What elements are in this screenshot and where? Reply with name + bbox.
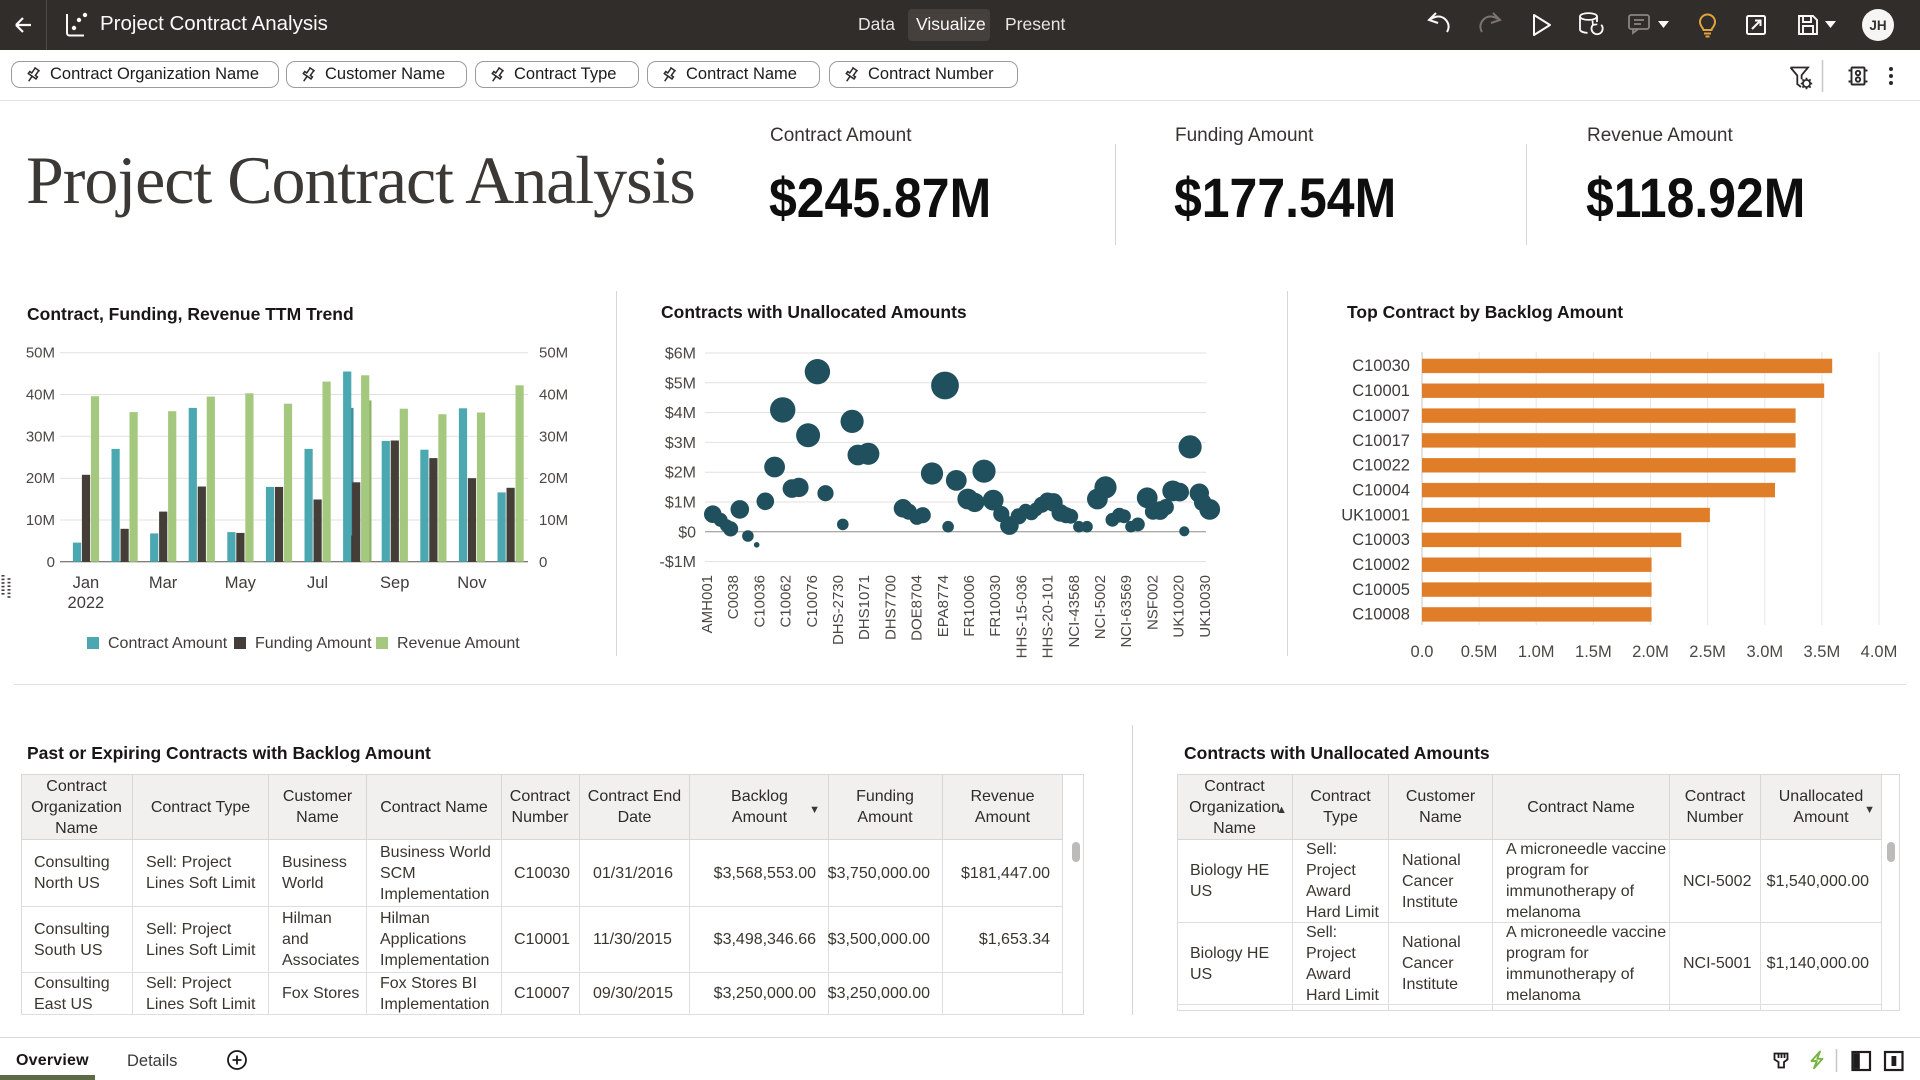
- svg-text:C10062: C10062: [778, 575, 795, 628]
- svg-text:0: 0: [539, 554, 547, 571]
- svg-text:UK10001: UK10001: [1341, 506, 1410, 524]
- svg-text:10M: 10M: [539, 512, 568, 529]
- svg-text:Jan: Jan: [73, 574, 100, 592]
- svg-text:EPA8774: EPA8774: [935, 575, 952, 637]
- svg-text:NCI-5002: NCI-5002: [1092, 575, 1109, 639]
- svg-text:UK10020: UK10020: [1171, 575, 1188, 638]
- svg-text:C10005: C10005: [1352, 581, 1410, 599]
- svg-text:HHS-20-101: HHS-20-101: [1040, 575, 1057, 658]
- svg-text:Mar: Mar: [149, 574, 178, 592]
- svg-text:Funding Amount: Funding Amount: [255, 635, 372, 652]
- svg-text:C10002: C10002: [1352, 556, 1410, 574]
- svg-text:50M: 50M: [26, 345, 55, 362]
- svg-text:C10036: C10036: [751, 575, 768, 628]
- svg-text:C10022: C10022: [1352, 457, 1410, 475]
- svg-text:20M: 20M: [26, 470, 55, 487]
- svg-text:C10008: C10008: [1352, 606, 1410, 624]
- svg-text:0.5M: 0.5M: [1461, 643, 1498, 661]
- svg-text:C10003: C10003: [1352, 531, 1410, 549]
- svg-text:FR10006: FR10006: [961, 575, 978, 637]
- svg-text:-$1M: -$1M: [660, 554, 696, 571]
- svg-text:DHS-2730: DHS-2730: [830, 575, 847, 645]
- svg-text:$6M: $6M: [665, 346, 696, 363]
- svg-text:DHS7700: DHS7700: [882, 575, 899, 640]
- svg-text:$4M: $4M: [665, 405, 696, 422]
- svg-text:C0038: C0038: [725, 575, 742, 619]
- svg-text:DOE8704: DOE8704: [909, 575, 926, 641]
- svg-text:2022: 2022: [68, 594, 105, 612]
- svg-text:$5M: $5M: [665, 375, 696, 392]
- svg-text:C10076: C10076: [804, 575, 821, 628]
- svg-text:3.0M: 3.0M: [1746, 643, 1783, 661]
- svg-text:C10007: C10007: [1352, 407, 1410, 425]
- svg-text:40M: 40M: [539, 387, 568, 404]
- svg-text:$0: $0: [678, 524, 696, 541]
- svg-text:Revenue Amount: Revenue Amount: [397, 635, 520, 652]
- svg-text:UK10030: UK10030: [1197, 575, 1214, 638]
- svg-text:C10004: C10004: [1352, 481, 1410, 499]
- svg-text:$1M: $1M: [665, 495, 696, 512]
- svg-text:NCI-63569: NCI-63569: [1118, 575, 1135, 648]
- svg-text:Contract Amount: Contract Amount: [108, 635, 228, 652]
- svg-text:3.5M: 3.5M: [1804, 643, 1841, 661]
- svg-text:4.0M: 4.0M: [1861, 643, 1898, 661]
- svg-text:30M: 30M: [26, 428, 55, 445]
- svg-text:AMH001: AMH001: [699, 575, 716, 633]
- svg-text:Nov: Nov: [457, 574, 487, 592]
- svg-text:FR10030: FR10030: [987, 575, 1004, 637]
- svg-text:30M: 30M: [539, 428, 568, 445]
- svg-text:C10030: C10030: [1352, 357, 1410, 375]
- svg-text:2.0M: 2.0M: [1632, 643, 1669, 661]
- svg-text:0: 0: [47, 554, 55, 571]
- svg-text:40M: 40M: [26, 387, 55, 404]
- svg-text:Jul: Jul: [307, 574, 328, 592]
- svg-text:1.0M: 1.0M: [1518, 643, 1555, 661]
- svg-text:May: May: [225, 574, 257, 592]
- svg-text:JH: JH: [1869, 18, 1886, 33]
- svg-text:NCI-43568: NCI-43568: [1066, 575, 1083, 648]
- svg-text:HHS-15-036: HHS-15-036: [1013, 575, 1030, 658]
- svg-text:C10001: C10001: [1352, 382, 1410, 400]
- svg-text:1.5M: 1.5M: [1575, 643, 1612, 661]
- svg-text:NSF002: NSF002: [1144, 575, 1161, 630]
- svg-text:DHS1071: DHS1071: [856, 575, 873, 640]
- svg-text:C10017: C10017: [1352, 432, 1410, 450]
- svg-text:$2M: $2M: [665, 465, 696, 482]
- svg-text:$3M: $3M: [665, 435, 696, 452]
- svg-text:50M: 50M: [539, 345, 568, 362]
- svg-text:2.5M: 2.5M: [1689, 643, 1726, 661]
- svg-text:Sep: Sep: [380, 574, 409, 592]
- svg-text:10M: 10M: [26, 512, 55, 529]
- svg-text:20M: 20M: [539, 470, 568, 487]
- svg-text:0.0: 0.0: [1411, 643, 1434, 661]
